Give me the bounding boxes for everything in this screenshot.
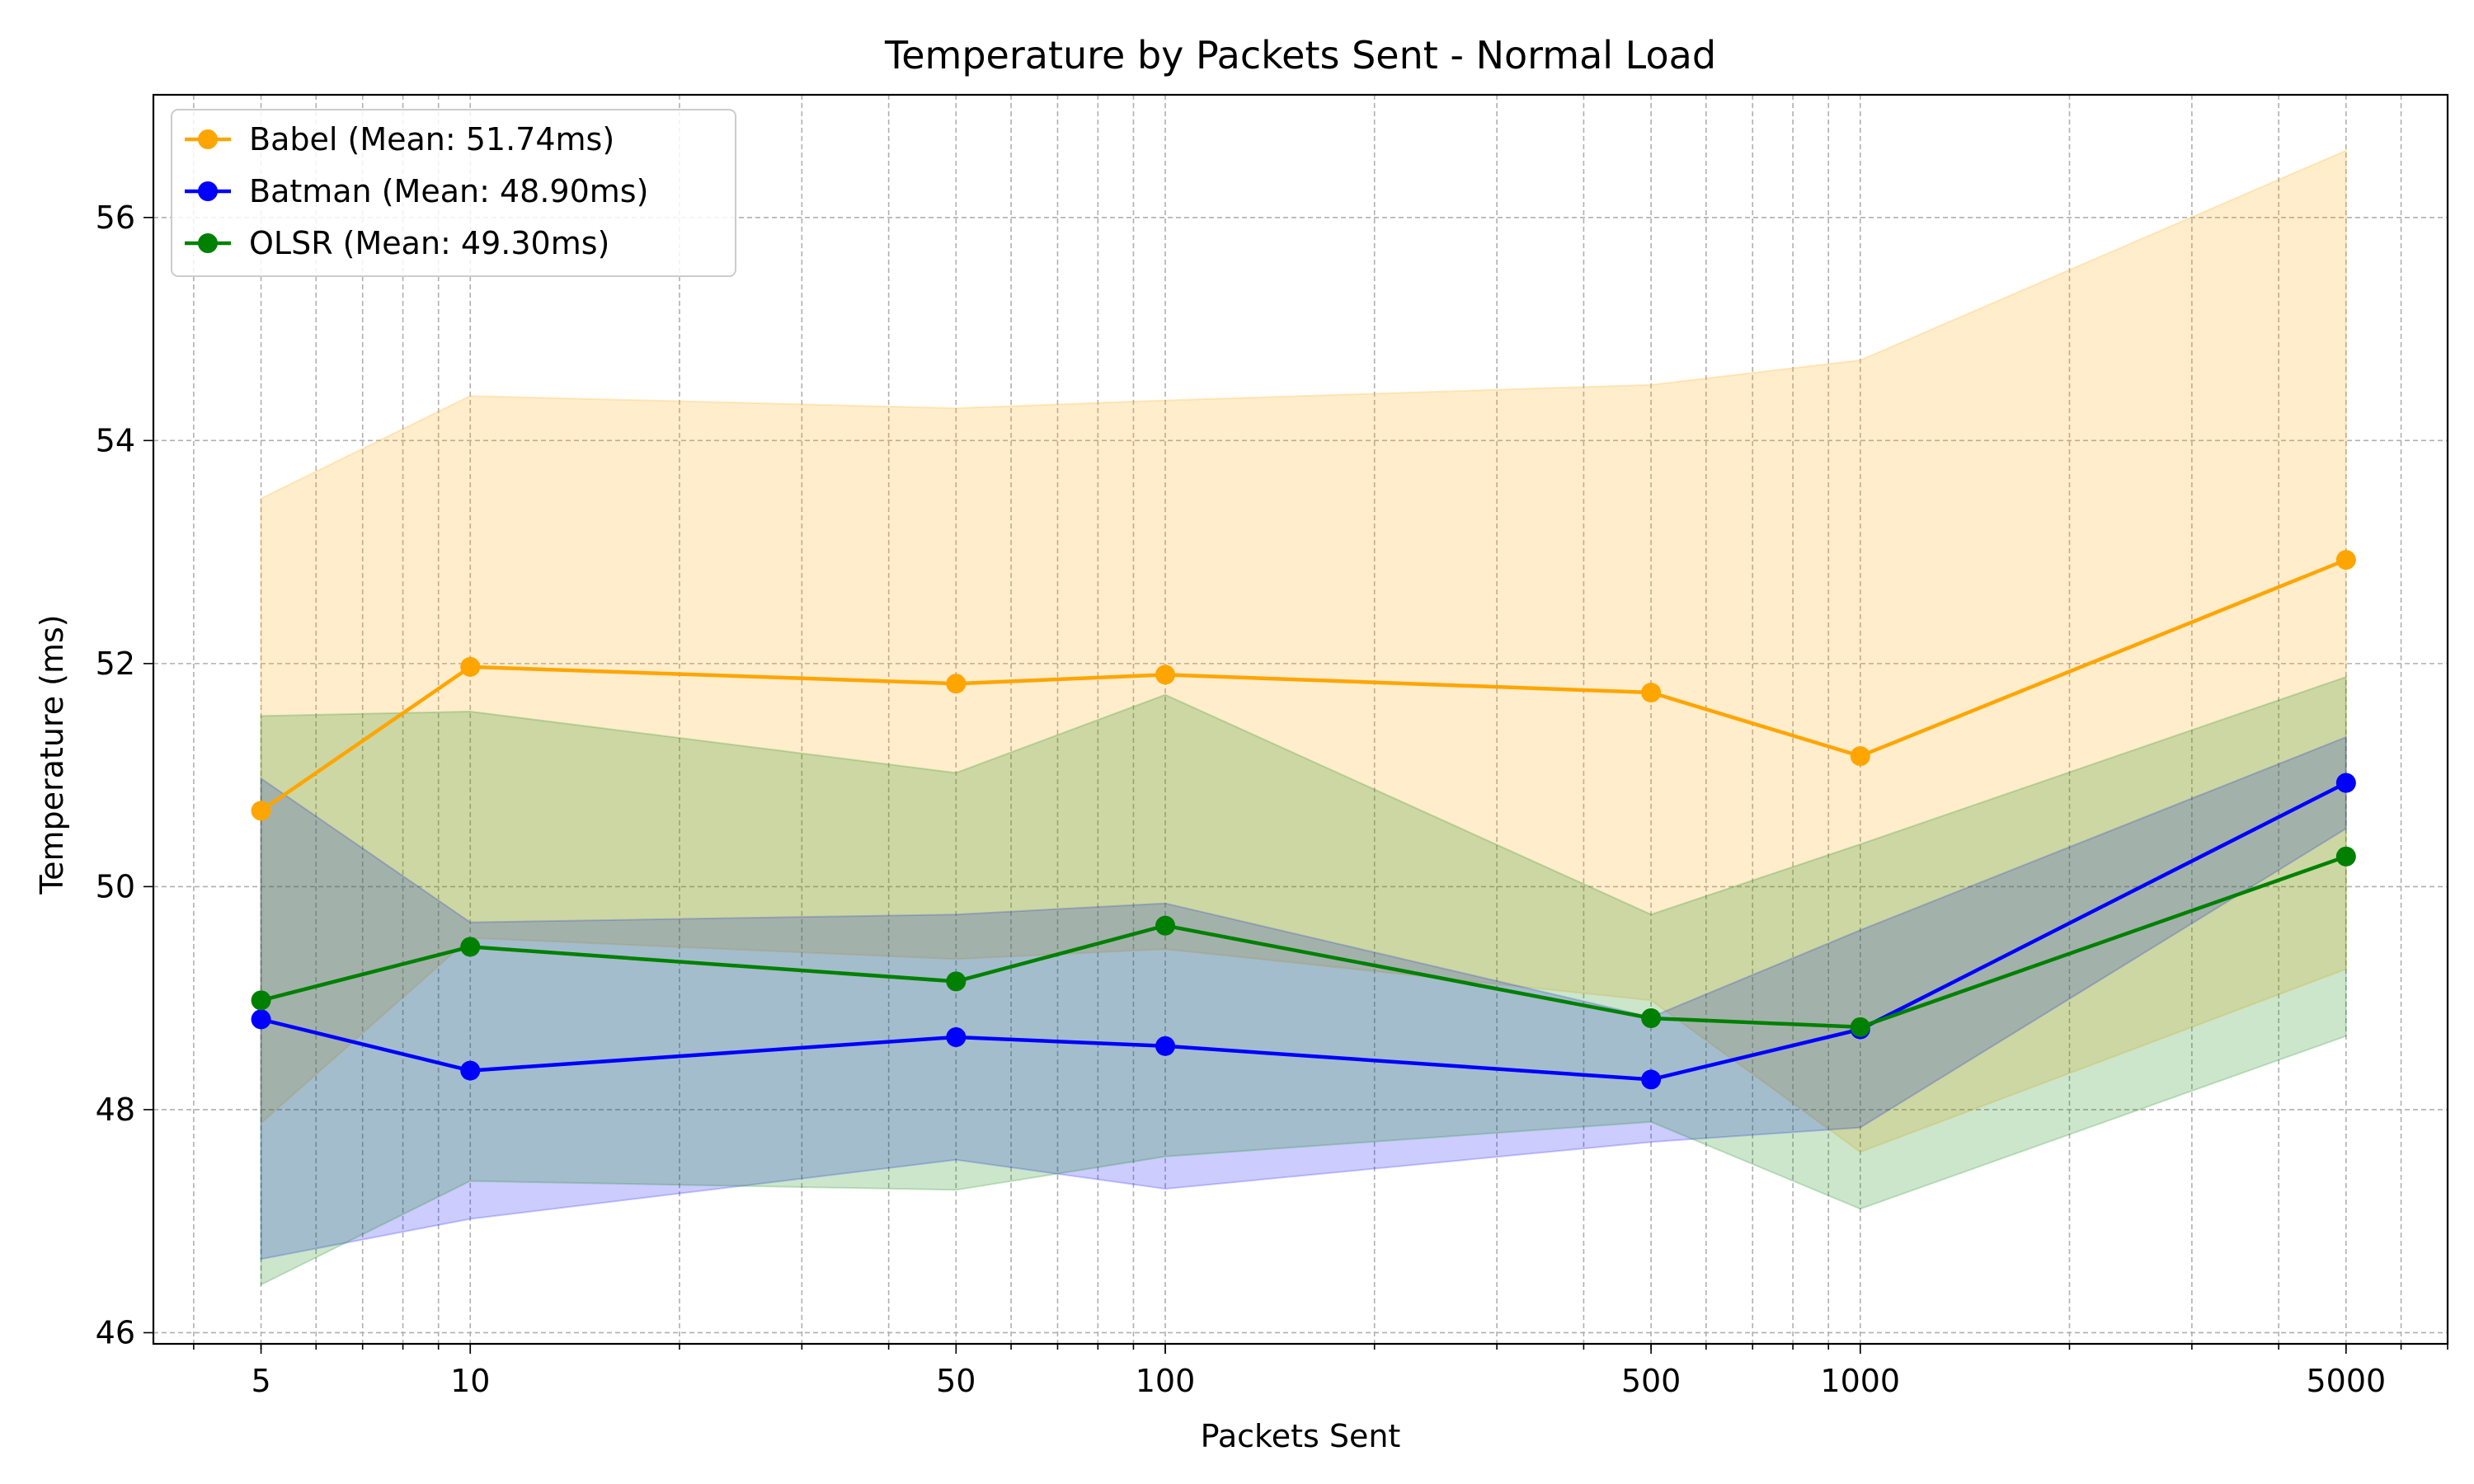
confidence-band [260, 735, 2347, 1261]
y-tick-label: 48 [96, 1092, 135, 1128]
data-point [1155, 1036, 1176, 1056]
legend-marker [198, 129, 218, 149]
legend-label: OLSR (Mean: 49.30ms) [249, 225, 609, 261]
data-point [460, 656, 481, 677]
data-point [1155, 665, 1176, 685]
data-point [2335, 773, 2356, 793]
data-point [946, 674, 967, 694]
x-tick-label: 10 [450, 1363, 490, 1399]
legend: Babel (Mean: 51.74ms) Batman (Mean: 48.90… [171, 109, 736, 277]
x-tick-label: 500 [1621, 1363, 1681, 1399]
y-tick-label: 50 [96, 868, 135, 904]
x-axis-title: Packets Sent [1201, 1418, 1401, 1454]
chart-title: Temperature by Packets Sent - Normal Loa… [884, 33, 1716, 77]
data-point [251, 801, 271, 821]
y-tick-label: 54 [96, 422, 135, 458]
y-tick-label: 56 [96, 200, 135, 236]
data-point [2335, 550, 2356, 571]
x-tick-label: 5000 [2306, 1363, 2386, 1399]
y-axis-title: Temperature (ms) [34, 614, 70, 895]
data-point [1641, 1008, 1662, 1029]
grid-layer [153, 95, 2448, 1344]
data-point [460, 937, 481, 957]
data-point [1641, 1069, 1662, 1090]
data-point [1641, 683, 1662, 703]
series-layer [251, 550, 2356, 1090]
legend-marker [198, 233, 218, 253]
legend-label: Batman (Mean: 48.90ms) [249, 173, 648, 209]
confidence-band [260, 149, 2347, 1153]
data-point [946, 1027, 967, 1048]
y-tick-label: 46 [96, 1314, 135, 1350]
data-point [1155, 915, 1176, 936]
data-point [251, 1009, 271, 1030]
confidence-band [260, 675, 2347, 1286]
axis-ticks: 5 10 50 100 500 1000 5000 46 48 50 52 54 56 [96, 200, 2448, 1399]
legend-box [171, 109, 736, 277]
x-tick-label: 100 [1136, 1363, 1196, 1399]
data-point [1850, 1017, 1870, 1037]
x-tick-label: 5 [251, 1363, 270, 1399]
data-point [251, 990, 271, 1011]
x-tick-label: 50 [936, 1363, 976, 1399]
legend-marker [198, 181, 218, 201]
band-layer [260, 149, 2347, 1286]
y-tick-label: 52 [96, 646, 135, 682]
x-tick-label: 1000 [1820, 1363, 1900, 1399]
data-point [1850, 746, 1870, 767]
data-point [2335, 846, 2356, 866]
data-point [460, 1060, 481, 1081]
legend-label: Babel (Mean: 51.74ms) [249, 121, 614, 157]
data-point [946, 971, 967, 992]
plot-frame [152, 93, 2449, 1345]
